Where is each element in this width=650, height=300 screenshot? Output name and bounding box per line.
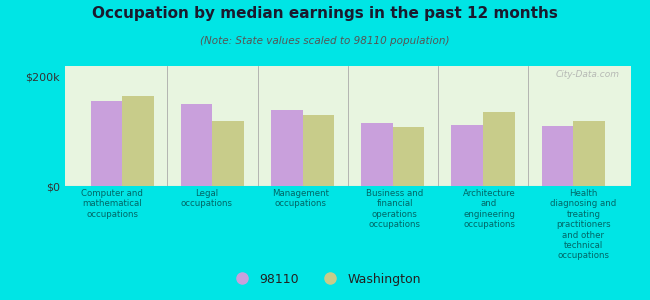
Legend: 98110, Washington: 98110, Washington [224,268,426,291]
Bar [91,101,122,186]
Bar [271,110,303,186]
Bar [122,96,154,186]
Bar [213,121,244,186]
Bar [361,123,393,186]
Text: (Note: State values scaled to 98110 population): (Note: State values scaled to 98110 popu… [200,36,450,46]
Text: Occupation by median earnings in the past 12 months: Occupation by median earnings in the pas… [92,6,558,21]
Text: Health
diagnosing and
treating
practitioners
and other
technical
occupations: Health diagnosing and treating practitio… [551,189,616,260]
Text: Management
occupations: Management occupations [272,189,329,208]
Bar [541,126,573,186]
Bar [393,127,424,186]
Text: Architecture
and
engineering
occupations: Architecture and engineering occupations [463,189,515,229]
Bar [303,115,334,186]
Text: Computer and
mathematical
occupations: Computer and mathematical occupations [81,189,143,219]
Bar [181,104,213,186]
Text: Business and
financial
operations
occupations: Business and financial operations occupa… [366,189,424,229]
Text: City-Data.com: City-Data.com [555,70,619,79]
Bar [483,112,515,186]
Text: Legal
occupations: Legal occupations [181,189,233,208]
Bar [573,121,604,186]
Bar [452,125,483,186]
